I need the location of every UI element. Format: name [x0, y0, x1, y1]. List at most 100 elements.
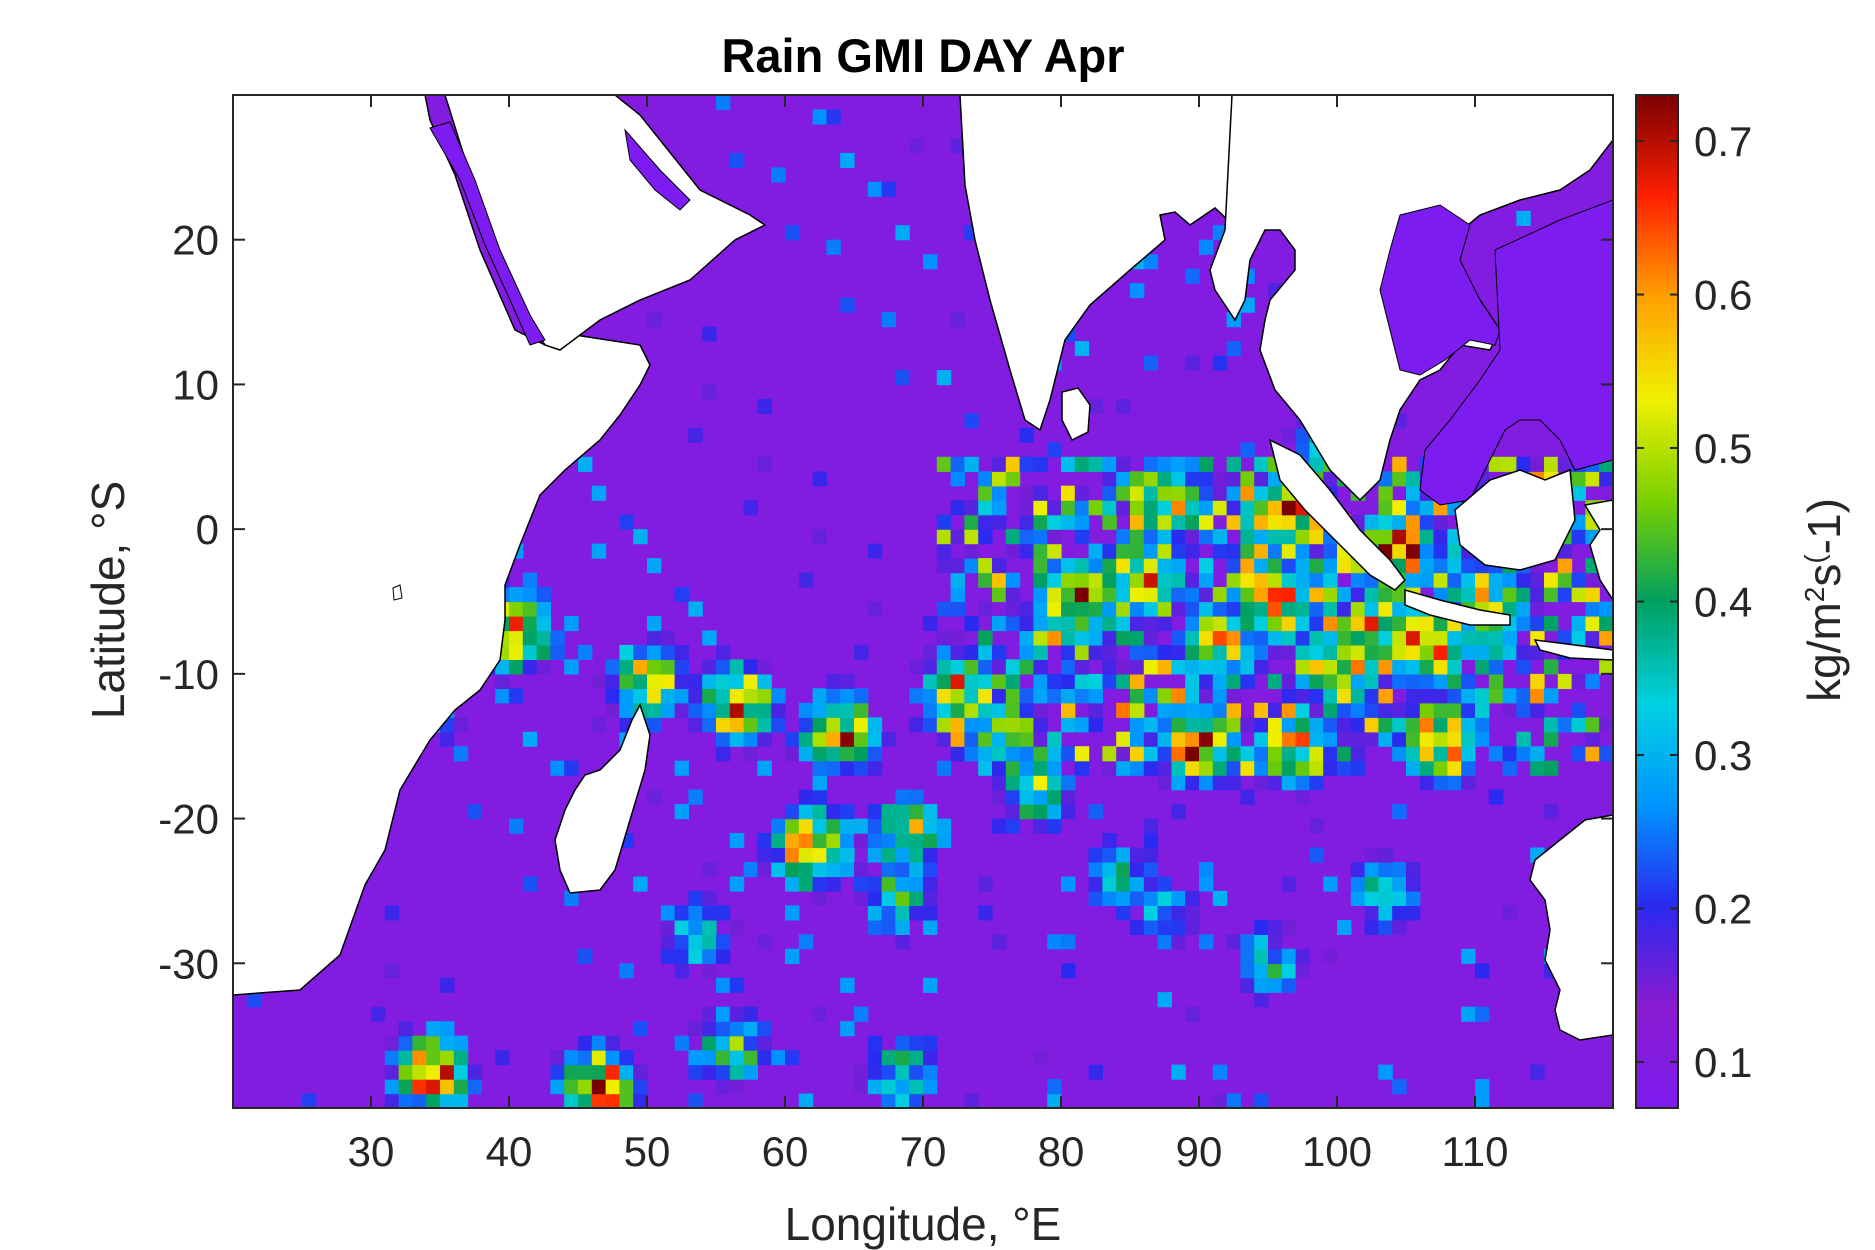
rain-cell: [605, 702, 620, 718]
rain-cell: [1516, 644, 1531, 660]
rain-cell: [1406, 471, 1421, 487]
rain-cell: [1406, 905, 1421, 921]
rain-cell: [1544, 731, 1559, 747]
rain-cell: [1185, 355, 1200, 371]
rain-cell: [757, 934, 772, 950]
rain-cell: [757, 673, 772, 689]
rain-cell: [950, 659, 965, 675]
rain-cell: [1281, 688, 1297, 704]
rain-cell: [867, 760, 883, 776]
rain-cell: [1143, 514, 1159, 530]
rain-cell: [1268, 630, 1283, 646]
rain-cell: [1599, 630, 1613, 646]
rain-cell: [453, 1093, 469, 1108]
rain-cell: [1268, 543, 1283, 559]
rain-cell: [1130, 644, 1145, 660]
rain-cell: [1433, 659, 1448, 675]
rain-cell: [674, 919, 689, 935]
rain-cell: [785, 847, 800, 863]
rain-cell: [1268, 572, 1283, 588]
rain-cell: [1061, 775, 1076, 791]
rain-cell: [702, 673, 717, 689]
rain-cell: [1461, 630, 1476, 646]
rain-cell: [1199, 471, 1214, 487]
rain-cell: [1199, 630, 1214, 646]
rain-cell: [729, 717, 745, 733]
rain-cell: [1157, 514, 1172, 530]
rain-cell: [1337, 587, 1352, 603]
rain-cell: [1254, 558, 1269, 574]
rain-cell: [647, 312, 662, 328]
rain-cell: [1226, 717, 1241, 733]
colorbar-tick-label: 0.4: [1694, 579, 1752, 626]
rain-cell: [909, 1050, 924, 1066]
rain-cell: [1585, 630, 1600, 646]
rain-cell: [895, 919, 910, 935]
rain-cell: [1088, 543, 1103, 559]
rain-cell: [1530, 456, 1545, 472]
rain-cell: [1116, 659, 1131, 675]
rain-cell: [591, 485, 607, 501]
rain-cell: [978, 731, 993, 747]
rain-cell: [923, 616, 938, 632]
rain-cell: [522, 616, 538, 632]
rain-cell: [1516, 688, 1531, 704]
rain-cell: [674, 804, 689, 820]
rain-cell: [564, 890, 579, 906]
rain-cell: [909, 1064, 924, 1080]
rain-cell: [909, 1093, 924, 1108]
rain-cell: [605, 1064, 620, 1080]
rain-cell: [1406, 644, 1421, 660]
rain-cell: [1392, 905, 1407, 921]
rain-cell: [1447, 630, 1462, 646]
rain-cell: [1392, 601, 1407, 617]
rain-cell: [1268, 702, 1283, 718]
rain-cell: [1254, 977, 1269, 993]
rain-cell: [1171, 514, 1186, 530]
rain-cell: [702, 1050, 717, 1066]
rain-cell: [895, 804, 910, 820]
rain-cell: [1143, 543, 1159, 559]
rain-cell: [1419, 775, 1435, 791]
rain-cell: [757, 731, 772, 747]
rain-cell: [1323, 717, 1338, 733]
rain-cell: [812, 862, 827, 878]
rain-cell: [1378, 601, 1393, 617]
colorbar-tick-label: 0.1: [1694, 1039, 1752, 1086]
rain-cell: [1337, 644, 1352, 660]
rain-cell: [881, 919, 896, 935]
rain-cell: [1475, 572, 1490, 588]
rain-cell: [1226, 688, 1241, 704]
rain-cell: [895, 1079, 910, 1095]
rain-cell: [1502, 630, 1517, 646]
rain-cell: [964, 1093, 979, 1108]
rain-cell: [1199, 529, 1214, 545]
rain-cell: [1309, 702, 1324, 718]
rain-cell: [1364, 905, 1379, 921]
rain-cell: [798, 702, 814, 718]
rain-cell: [1226, 775, 1241, 791]
rain-cell: [978, 688, 993, 704]
rain-cell: [812, 471, 827, 487]
rain-cell: [1447, 702, 1462, 718]
rain-cell: [1199, 485, 1214, 501]
rain-cell: [1475, 644, 1490, 660]
rain-cell: [1171, 529, 1186, 545]
rain-cell: [1419, 500, 1435, 516]
rain-cell: [619, 702, 634, 718]
rain-cell: [1378, 905, 1393, 921]
rain-cell: [605, 1035, 620, 1051]
rain-cell: [1337, 688, 1352, 704]
rain-cell: [867, 876, 883, 892]
rain-cell: [895, 934, 910, 950]
rain-cell: [1157, 760, 1172, 776]
rain-cell: [826, 239, 841, 255]
rain-cell: [1116, 398, 1131, 414]
rain-cell: [978, 876, 993, 892]
land-madagascar: [554, 703, 651, 894]
y-axis-ticks: 20 10 0 -10 -20 -30: [158, 217, 1613, 987]
rain-cell: [1364, 644, 1379, 660]
land-sri-lanka: [1061, 387, 1091, 442]
rain-cell: [1047, 746, 1062, 762]
